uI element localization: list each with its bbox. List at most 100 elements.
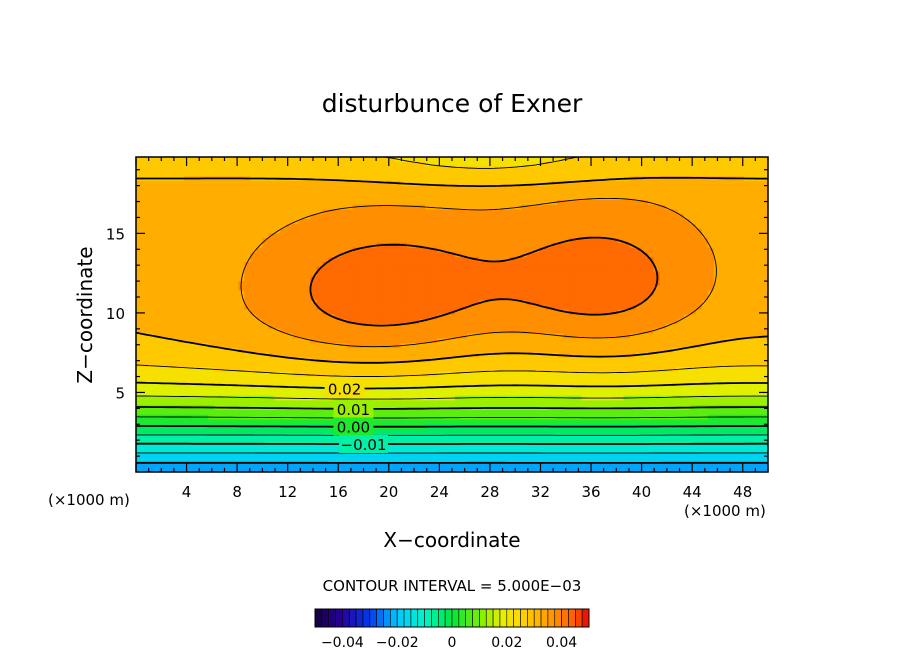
- contour-cell: [605, 309, 613, 316]
- contour-cell: [388, 247, 396, 254]
- contour-cell: [491, 367, 498, 373]
- contour-cell: [148, 190, 155, 196]
- contour-cell: [226, 180, 233, 187]
- contour-cell: [743, 376, 751, 382]
- contour-cell: [479, 333, 486, 339]
- contour-cell: [755, 157, 763, 163]
- contour-cell: [298, 166, 306, 172]
- contour-cell: [527, 367, 534, 373]
- contour-cell: [328, 262, 336, 268]
- contour-cell: [629, 233, 637, 239]
- contour-cell: [292, 304, 300, 311]
- contour-cell: [635, 362, 643, 368]
- contour-cell: [352, 166, 360, 172]
- contour-cell: [340, 343, 348, 349]
- contour-cell: [665, 228, 673, 234]
- contour-cell: [292, 338, 300, 344]
- contour-cell: [166, 214, 173, 220]
- contour-cell: [394, 381, 402, 387]
- contour-cell: [725, 238, 733, 244]
- contour-cell: [665, 271, 673, 277]
- contour-cell: [352, 347, 360, 354]
- contour-cell: [382, 214, 390, 220]
- contour-cell: [364, 209, 372, 215]
- contour-cell: [298, 180, 306, 187]
- contour-cell: [418, 343, 426, 349]
- contour-cell: [358, 171, 366, 177]
- contour-cell: [178, 166, 185, 172]
- contour-cell: [358, 252, 366, 258]
- contour-cell: [659, 257, 667, 263]
- contour-cell: [497, 276, 504, 282]
- contour-cell: [226, 247, 233, 254]
- contour-cell: [749, 338, 757, 344]
- contour-cell: [677, 347, 685, 354]
- contour-cell: [581, 233, 589, 239]
- contour-cell: [467, 281, 474, 287]
- contour-cell: [226, 371, 233, 378]
- contour-cell: [220, 242, 227, 249]
- contour-cell: [418, 199, 426, 206]
- contour-cell: [316, 281, 324, 287]
- contour-cell: [232, 166, 239, 172]
- contour-cell: [521, 204, 528, 211]
- contour-cell: [557, 199, 564, 206]
- contour-cell: [659, 157, 667, 163]
- contour-cell: [539, 347, 546, 354]
- contour-cell: [346, 304, 354, 311]
- contour-cell: [316, 381, 324, 387]
- contour-cell: [316, 204, 324, 211]
- contour-cell: [737, 185, 745, 192]
- contour-cell: [605, 180, 613, 187]
- contour-cell: [593, 343, 601, 349]
- contour-cell: [178, 371, 185, 378]
- contour-cell: [304, 171, 312, 177]
- contour-cell: [725, 214, 733, 220]
- contour-cell: [755, 209, 763, 215]
- contour-cell: [190, 276, 197, 282]
- contour-cell: [641, 242, 649, 249]
- contour-cell: [202, 357, 209, 363]
- contour-cell: [659, 190, 667, 196]
- contour-cell: [340, 309, 348, 316]
- contour-cell: [587, 238, 595, 244]
- contour-cell: [322, 257, 330, 263]
- contour-cell: [569, 242, 576, 249]
- contour-cell: [310, 180, 318, 187]
- contour-cell: [665, 214, 673, 220]
- contour-cell: [539, 371, 546, 378]
- contour-cell: [208, 328, 215, 335]
- contour-cell: [346, 324, 354, 330]
- contour-cell: [677, 357, 685, 363]
- contour-cell: [142, 190, 149, 196]
- contour-cell: [497, 304, 504, 311]
- contour-cell: [406, 209, 414, 215]
- contour-cell: [629, 252, 637, 258]
- contour-cell: [328, 376, 336, 382]
- contour-cell: [160, 271, 167, 277]
- contour-cell: [563, 295, 570, 301]
- contour-cell: [292, 376, 300, 382]
- contour-cell: [430, 180, 438, 187]
- contour-cell: [160, 324, 167, 330]
- contour-cell: [629, 209, 637, 215]
- contour-cell: [364, 276, 372, 282]
- contour-cell: [605, 343, 613, 349]
- contour-cell: [551, 204, 558, 211]
- contour-cell: [208, 371, 215, 378]
- contour-cell: [521, 157, 528, 163]
- contour-cell: [707, 238, 715, 244]
- contour-cell: [184, 304, 191, 311]
- contour-cell: [665, 309, 673, 316]
- contour-cell: [274, 343, 282, 349]
- contour-cell: [172, 195, 179, 201]
- contour-cell: [442, 176, 450, 182]
- contour-cell: [346, 295, 354, 301]
- contour-cell: [581, 257, 589, 263]
- contour-cell: [160, 157, 167, 163]
- contour-cell: [713, 171, 721, 177]
- contour-cell: [148, 228, 155, 234]
- contour-cell: [479, 233, 486, 239]
- contour-cell: [647, 371, 655, 378]
- contour-cell: [304, 238, 312, 244]
